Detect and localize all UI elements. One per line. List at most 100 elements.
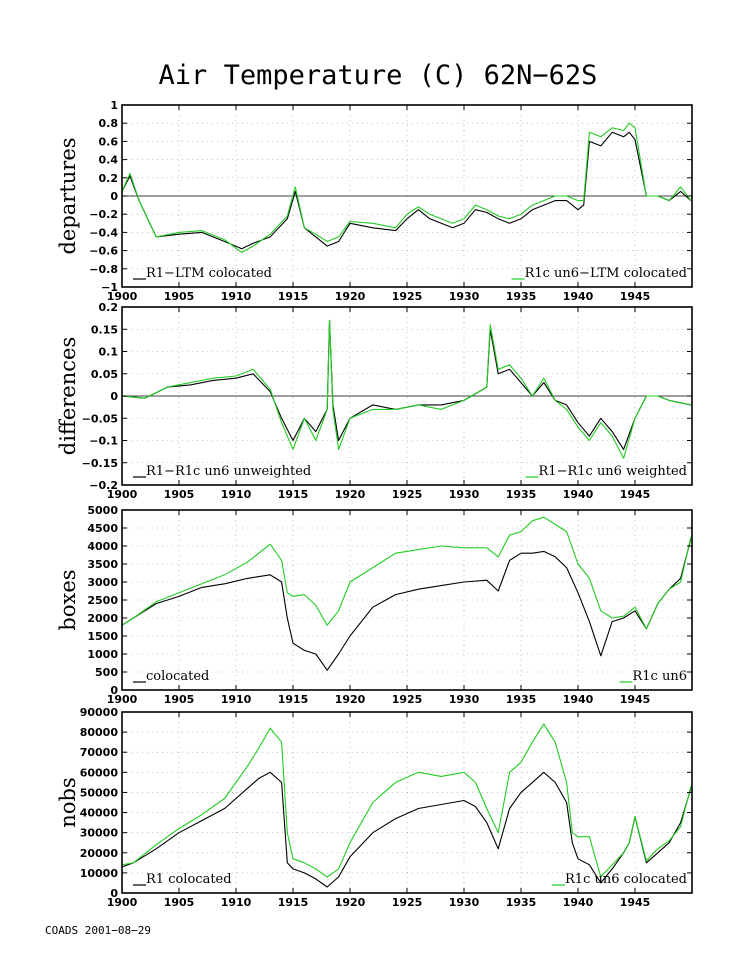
y-tick-label: 40000 <box>80 807 119 820</box>
x-tick-label: 1940 <box>563 896 594 909</box>
y-tick-label: −0.2 <box>89 479 118 492</box>
y-tick-label: 0.05 <box>91 368 118 381</box>
y-tick-label: 0.1 <box>99 346 119 359</box>
y-tick-label: −0.15 <box>82 457 118 470</box>
legend-label-1: R1−R1c un6 unweighted <box>146 464 311 479</box>
series-line-2 <box>121 122 692 253</box>
x-tick-label: 1915 <box>278 896 309 909</box>
x-tick-label: 1935 <box>506 693 537 706</box>
y-tick-label: −0.4 <box>89 226 118 239</box>
y-axis-label: boxes <box>56 569 80 630</box>
y-tick-label: 0.2 <box>99 172 119 185</box>
x-tick-label: 1920 <box>335 488 366 501</box>
x-tick-label: 1905 <box>164 896 195 909</box>
chart-panel-nobs: 0 10000 20000 30000 40000 50000 60000 70000 8000… <box>56 706 693 909</box>
y-tick-label: 60000 <box>80 766 119 779</box>
y-tick-label: 0.6 <box>99 135 119 148</box>
y-tick-label: 500 <box>95 666 118 679</box>
legend-label-2: R1c un6−LTM colocated <box>525 266 687 281</box>
y-tick-label: 1500 <box>87 630 118 643</box>
x-tick-label: 1935 <box>506 488 537 501</box>
x-tick-label: 1925 <box>392 896 423 909</box>
y-tick-label: 30000 <box>80 827 119 840</box>
x-tick-label: 1945 <box>620 896 651 909</box>
y-tick-label: 80000 <box>80 726 119 739</box>
y-tick-label: 1 <box>110 99 118 112</box>
x-tick-label: 1940 <box>563 290 594 303</box>
chart-title: Air Temperature (C) 62N−62S <box>158 60 598 91</box>
x-tick-label: 1905 <box>164 488 195 501</box>
x-tick-label: 1925 <box>392 488 423 501</box>
y-tick-label: −0.8 <box>89 263 118 276</box>
x-tick-label: 1905 <box>164 290 195 303</box>
legend-label-1: R1−LTM colocated <box>146 266 272 281</box>
x-tick-label: 1930 <box>449 488 480 501</box>
x-tick-label: 1910 <box>221 290 252 303</box>
series-line-1 <box>121 771 692 888</box>
x-tick-label: 1945 <box>620 693 651 706</box>
legend-label-2: R1c un6 <box>633 669 688 684</box>
y-tick-label: −0.2 <box>89 208 118 221</box>
x-tick-label: 1915 <box>278 290 309 303</box>
y-tick-label: 50000 <box>80 786 119 799</box>
y-tick-label: 0 <box>110 684 118 697</box>
x-tick-label: 1945 <box>620 290 651 303</box>
footer-stamp: COADS 2001−08−29 <box>45 924 151 937</box>
y-tick-label: 0.15 <box>91 323 118 336</box>
y-tick-label: 0.2 <box>99 301 119 314</box>
series-line-1 <box>121 538 692 671</box>
y-tick-label: 2000 <box>87 612 118 625</box>
x-tick-label: 1920 <box>335 693 366 706</box>
y-tick-label: 10000 <box>80 867 119 880</box>
x-tick-label: 1900 <box>107 290 138 303</box>
y-tick-label: 1000 <box>87 648 118 661</box>
legend-label-1: colocated <box>146 669 209 684</box>
x-tick-label: 1940 <box>563 488 594 501</box>
x-tick-label: 1925 <box>392 290 423 303</box>
x-tick-label: 1920 <box>335 290 366 303</box>
legend-label-1: R1 colocated <box>146 872 232 887</box>
y-axis-label: differences <box>56 337 80 455</box>
chart-panel-boxes: 0 500 1000 1500 2000 2500 3000 3500 4000 4500 5000… <box>56 504 693 706</box>
chart-panel-departures: −1 −0.8 −0.6 −0.4 −0.2 0 0.2 0.4 0.6 0.8 1 1900 1905… <box>56 99 693 303</box>
y-tick-label: 4000 <box>87 540 118 553</box>
y-tick-label: 4500 <box>87 522 118 535</box>
chart-panel-differences: −0.2 −0.15 −0.1 −0.05 0 0.05 0.1 0.15 0.2 1900 190… <box>56 301 693 501</box>
y-tick-label: 3500 <box>87 558 118 571</box>
x-tick-label: 1900 <box>107 693 138 706</box>
y-tick-label: 0 <box>110 390 118 403</box>
x-tick-label: 1930 <box>449 896 480 909</box>
x-tick-label: 1930 <box>449 290 480 303</box>
x-tick-label: 1910 <box>221 488 252 501</box>
series-line-2 <box>121 319 692 459</box>
legend-label-2: R1c un6 colocated <box>565 872 687 887</box>
x-tick-label: 1935 <box>506 290 537 303</box>
series-line-2 <box>121 723 692 878</box>
y-tick-label: −0.05 <box>82 412 118 425</box>
series-line-1 <box>121 131 692 250</box>
x-tick-label: 1930 <box>449 693 480 706</box>
x-tick-label: 1900 <box>107 488 138 501</box>
y-tick-label: −1 <box>101 281 118 294</box>
y-tick-label: 2500 <box>87 594 118 607</box>
x-tick-label: 1915 <box>278 693 309 706</box>
x-tick-label: 1925 <box>392 693 423 706</box>
y-tick-label: 70000 <box>80 746 119 759</box>
x-tick-label: 1935 <box>506 896 537 909</box>
x-tick-label: 1945 <box>620 488 651 501</box>
y-tick-label: −0.6 <box>89 245 118 258</box>
y-tick-label: 0 <box>110 190 118 203</box>
y-axis-label: nobs <box>56 777 80 827</box>
x-tick-label: 1915 <box>278 488 309 501</box>
x-tick-label: 1920 <box>335 896 366 909</box>
x-tick-label: 1910 <box>221 896 252 909</box>
x-tick-label: 1940 <box>563 693 594 706</box>
y-tick-label: 0.8 <box>99 117 119 130</box>
x-tick-label: 1910 <box>221 693 252 706</box>
x-tick-label: 1900 <box>107 896 138 909</box>
y-tick-label: 0 <box>110 887 118 900</box>
y-tick-label: 5000 <box>87 504 118 517</box>
y-tick-label: 3000 <box>87 576 118 589</box>
series-line-2 <box>121 516 692 630</box>
